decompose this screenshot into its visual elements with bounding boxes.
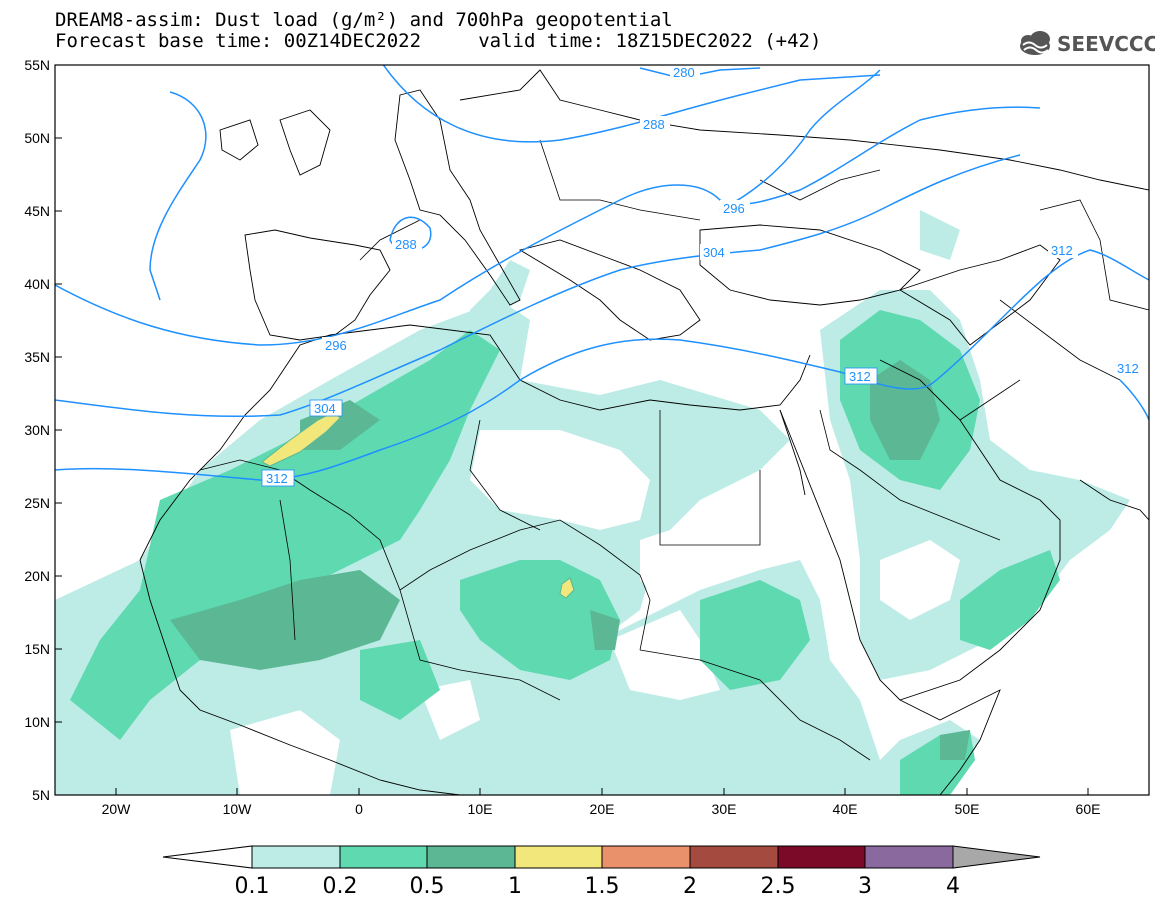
colorbar-label: 1.5 [585,874,620,899]
colorbar-swatch [777,845,866,869]
colorbar-label: 0.2 [323,874,358,899]
lon-label: 20E [590,801,615,817]
map-title: DREAM8-assim: Dust load (g/m²) and 700hP… [55,9,673,31]
colorbar-swatch [251,845,341,869]
latitude-axis [55,64,62,796]
dust-free-areas [230,430,960,795]
contour-label: 304 [314,401,336,416]
colorbar-swatch [952,845,1041,869]
colorbar-swatch [426,845,516,869]
lon-label: 40E [833,801,858,817]
contour-label: 296 [723,201,745,216]
contour-label: 312 [1051,243,1073,258]
cloud-icon [1020,31,1050,55]
longitude-labels: 20W 10W 0 10E 20E 30E 40E 50E 60E [102,801,1101,817]
lat-label: 5N [32,787,50,803]
contour-label: 312 [849,369,871,384]
lon-label: 30E [712,801,737,817]
colorbar-label: 3 [858,874,872,899]
lon-label: 60E [1076,801,1101,817]
dust-shading-max [261,411,575,599]
lat-label: 40N [24,276,50,292]
colorbar-label: 0.5 [410,874,445,899]
contour-label: 288 [643,117,665,132]
contour-label: 304 [703,245,725,260]
colorbar-label: 2.5 [761,874,796,899]
colorbar-swatch [514,845,603,869]
seevccc-logo: SEEVCCC [1020,31,1155,56]
lat-label: 45N [24,203,50,219]
lat-label: 50N [24,130,50,146]
lat-label: 35N [24,349,50,365]
contour-labels: 280 288 288 296 296 304 304 312 312 312 … [261,65,1144,487]
colorbar-swatch [689,845,779,869]
colorbar-swatch [864,845,954,869]
colorbar-label: 0.1 [235,874,270,899]
lon-label: 20W [102,801,132,817]
contour-label: 280 [673,65,695,80]
lat-label: 20N [24,568,50,584]
contour-label: 312 [1117,361,1139,376]
colorbar-swatch [601,845,691,869]
colorbar-label: 4 [946,874,960,899]
contour-label: 296 [325,338,347,353]
longitude-axis [115,788,1089,795]
lat-label: 15N [24,641,50,657]
lat-label: 55N [24,57,50,73]
lon-label: 50E [955,801,980,817]
lon-label: 10W [223,801,253,817]
lat-label: 30N [24,422,50,438]
latitude-labels: 55N 50N 45N 40N 35N 30N 25N 20N 15N 10N … [24,57,50,803]
dust-shading-heavy [170,360,970,760]
colorbar-swatch [162,845,253,869]
colorbar-labels: 0.1 0.2 0.5 1 1.5 2 2.5 3 4 [235,874,961,899]
lon-label: 0 [355,801,363,817]
forecast-time-line: Forecast base time: 00Z14DEC2022 valid t… [55,30,822,52]
colorbar-label: 2 [683,874,697,899]
contour-label: 288 [395,237,417,252]
logo-text: SEEVCCC [1057,32,1155,56]
lat-label: 25N [24,495,50,511]
colorbar-swatch [339,845,428,869]
colorbar-label: 1 [508,874,522,899]
contour-label: 312 [266,471,288,486]
lon-label: 10E [468,801,493,817]
lat-label: 10N [24,714,50,730]
coastlines [139,69,1149,795]
dust-shading-medium [70,310,1060,795]
colorbar [162,845,1041,869]
